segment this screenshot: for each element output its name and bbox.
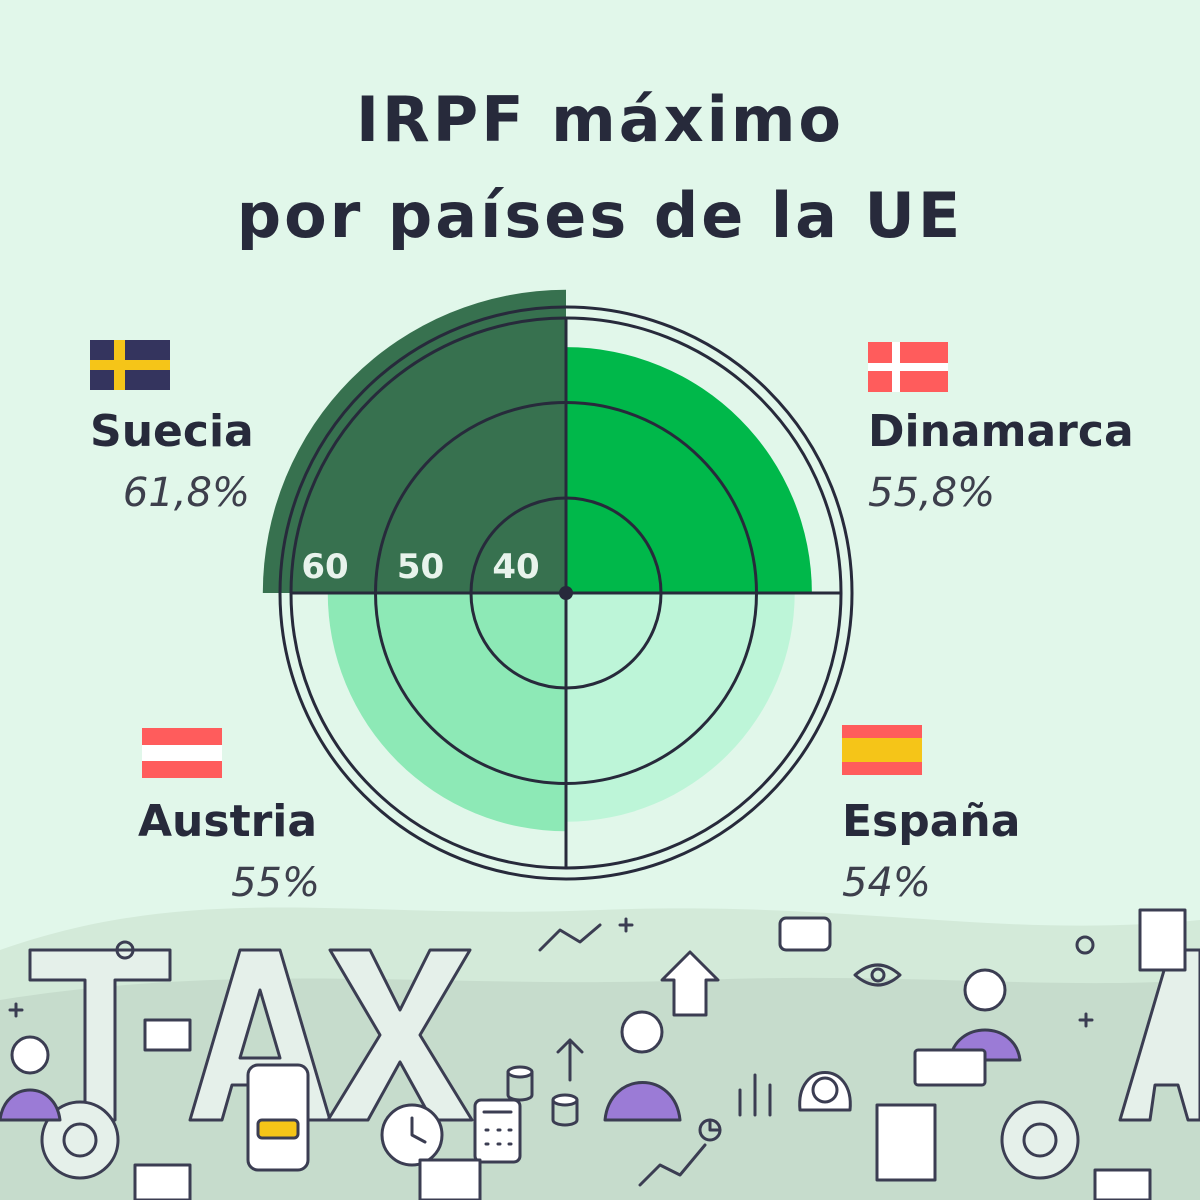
spain-flag [842,725,922,775]
sector-suecia [262,289,566,593]
sector-dinamarca [566,347,812,593]
country-name: Dinamarca [868,406,1134,457]
country-value: 54% [842,860,931,906]
country-name: Suecia [90,406,254,457]
title-line-2: por países de la UE [236,179,964,252]
sweden-flag [90,340,170,390]
chart-center [559,586,573,600]
country-value: 61,8% [122,470,250,516]
country-suecia: Suecia 61,8% [90,406,254,518]
tick-label-60: 60 [301,547,348,587]
denmark-flag [868,342,948,392]
austria-flag [142,728,222,778]
country-austria: Austria 55% [138,796,320,908]
tax-doodle-illustration [0,907,1200,1200]
tick-label-40: 40 [492,547,539,587]
doodle-shapes [0,908,1200,1200]
ring-60 [278,305,854,881]
country-name: España [842,796,1021,847]
sector-austria [327,593,566,832]
sector-espana [566,593,795,822]
country-name: Austria [138,796,318,847]
country-dinamarca: Dinamarca 55,8% [868,406,1158,518]
title-line-1: IRPF máximo [355,83,845,156]
country-espana: España 54% [842,796,1042,908]
page-title: IRPF máximo por países de la UE [0,72,1200,264]
polar-area-chart: 40 50 60 [262,289,854,881]
country-value: 55% [231,860,320,906]
tick-label-50: 50 [397,547,444,587]
country-value: 55,8% [868,470,996,516]
